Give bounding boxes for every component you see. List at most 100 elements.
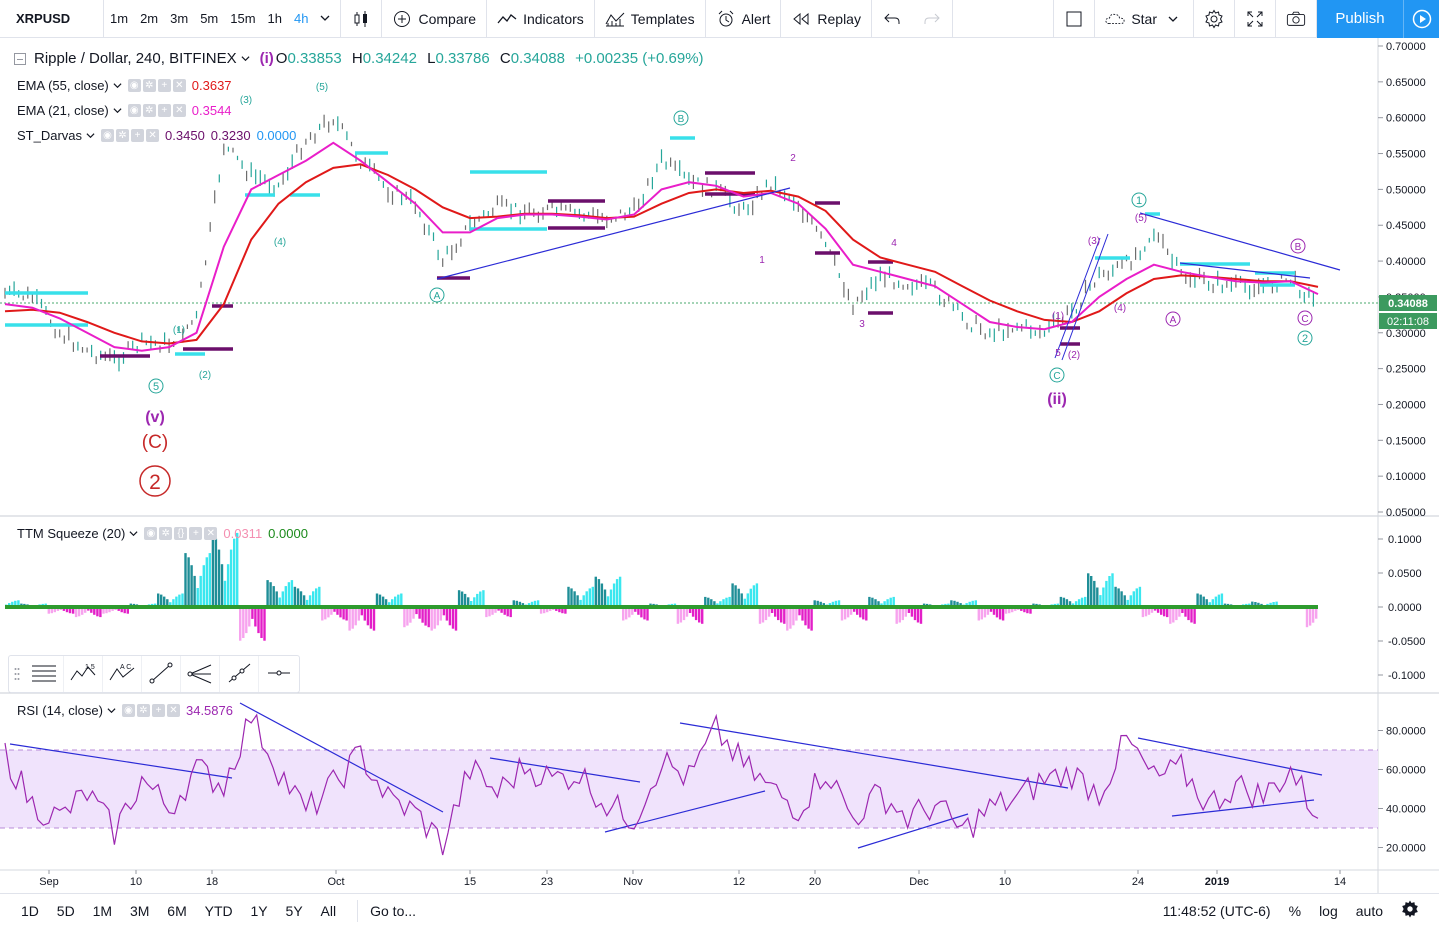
indicators-button[interactable]: Indicators xyxy=(487,0,595,38)
goto-button[interactable]: Go to... xyxy=(357,899,416,922)
price-axis[interactable]: 0.70000 0.65000 0.60000 0.55000 0.50000 0.450… xyxy=(1378,41,1426,519)
pitchfork-tool[interactable] xyxy=(181,656,220,692)
eye-icon[interactable]: ◉ xyxy=(127,79,141,92)
range-1Y[interactable]: 1Y xyxy=(250,902,268,919)
close-icon[interactable]: ✕ xyxy=(166,704,180,717)
ttm-legend[interactable]: TTM Squeeze (20) ◉ ✲{} + ✕ 0.0311 0.0000 xyxy=(17,526,308,541)
wave-label-C-purple[interactable]: C xyxy=(1301,314,1308,325)
wave-label-q4[interactable]: (4) xyxy=(1114,303,1126,314)
wave-label-q2[interactable]: (2) xyxy=(1068,350,1080,361)
rsi-trendline[interactable] xyxy=(1171,799,1315,817)
wave-label-p1[interactable]: (1) xyxy=(173,325,185,336)
trendlines-main[interactable] xyxy=(436,187,1341,361)
wave-label-5[interactable]: 5 xyxy=(153,381,159,393)
wave-labels[interactable]: (v) (C) 2 (ii) 5 A B C 1 2 A B xyxy=(139,82,1313,497)
wave-label-p3[interactable]: (3) xyxy=(240,95,252,106)
fullscreen-button[interactable] xyxy=(1235,0,1276,38)
wave-circle-2-teal[interactable] xyxy=(1297,330,1313,346)
close-icon[interactable]: ✕ xyxy=(172,79,186,92)
wave-label-C[interactable]: (C) xyxy=(142,432,168,453)
trendline[interactable] xyxy=(436,187,791,280)
wave-label-q1[interactable]: (1) xyxy=(1052,311,1064,322)
range-All[interactable]: All xyxy=(320,902,337,919)
rsi-legend[interactable]: RSI (14, close) ◉ ✲ + ✕ 34.5876 xyxy=(17,703,233,718)
templates-button[interactable]: Templates xyxy=(595,0,706,38)
interval-3m[interactable]: 3m xyxy=(170,11,189,26)
time-axis[interactable]: Sep 10 18 Oct 15 23 Nov 12 20 Dec 10 24 2019 14 xyxy=(39,870,1346,888)
gear-icon[interactable]: ✲ xyxy=(116,129,130,142)
undo-button[interactable] xyxy=(872,0,912,38)
wave-circle-1[interactable] xyxy=(1131,192,1147,208)
rsi-trendline[interactable] xyxy=(679,722,1069,789)
wave-label-n5[interactable]: 5 xyxy=(1055,348,1061,359)
trendline[interactable] xyxy=(1054,237,1101,359)
wave-circle-5[interactable] xyxy=(148,378,164,394)
fib-retracement-tool[interactable] xyxy=(25,656,64,692)
close-icon[interactable]: ✕ xyxy=(146,129,160,142)
wave-label-1[interactable]: 1 xyxy=(1136,195,1142,207)
rsi-trendline[interactable] xyxy=(9,743,233,779)
rsi-trendline[interactable] xyxy=(604,790,766,833)
wave-label-n3[interactable]: 3 xyxy=(859,319,865,330)
layout-save-button[interactable]: Star xyxy=(1095,0,1194,38)
interval-1m[interactable]: 1m xyxy=(110,11,129,26)
chart-canvas[interactable]: (v) (C) 2 (ii) 5 A B C 1 2 A B xyxy=(0,38,1439,893)
gear-icon[interactable]: ✲ xyxy=(136,704,150,717)
interval-1h[interactable]: 1h xyxy=(267,11,283,26)
wave-label-A[interactable]: A xyxy=(434,291,441,302)
pair-title[interactable]: Ripple / Dollar, 240, BITFINEX xyxy=(34,50,237,67)
close-icon[interactable]: ✕ xyxy=(204,527,218,540)
plus-icon[interactable]: + xyxy=(157,79,171,92)
interval-5m[interactable]: 5m xyxy=(200,11,219,26)
log-toggle[interactable]: log xyxy=(1319,902,1338,919)
eye-icon[interactable]: ◉ xyxy=(144,527,158,540)
horizontal-line-tool[interactable] xyxy=(259,656,298,692)
rsi-trendline[interactable] xyxy=(857,813,969,849)
chart-type-button[interactable] xyxy=(341,0,383,38)
gear-icon[interactable]: ✲ xyxy=(142,79,156,92)
plus-icon[interactable]: + xyxy=(151,704,165,717)
wave-circle-2-red[interactable] xyxy=(139,465,171,497)
interval-4h[interactable]: 4h xyxy=(294,11,309,26)
wave-circle-A[interactable] xyxy=(429,287,445,303)
plus-icon[interactable]: + xyxy=(189,527,203,540)
wave-label-q3[interactable]: (3) xyxy=(1088,236,1100,247)
wave-circle-B[interactable] xyxy=(673,110,689,126)
wave-label-v[interactable]: (v) xyxy=(145,409,165,426)
wave-label-A-purple[interactable]: A xyxy=(1170,315,1177,326)
compare-button[interactable]: Compare xyxy=(382,0,488,38)
interval-dropdown-chevron-icon[interactable] xyxy=(314,11,336,26)
rsi-axis[interactable]: 80.0000 60.0000 40.0000 20.0000 xyxy=(1378,726,1426,855)
wave-label-B-purple[interactable]: B xyxy=(1295,242,1302,253)
range-1D[interactable]: 1D xyxy=(21,902,39,919)
layout-setup-button[interactable] xyxy=(1053,0,1096,38)
auto-toggle[interactable]: auto xyxy=(1355,902,1383,919)
interval-2m[interactable]: 2m xyxy=(140,11,159,26)
wave-circle-A-purple[interactable] xyxy=(1165,311,1181,327)
redo-button[interactable] xyxy=(912,0,953,38)
wave-circle-C[interactable] xyxy=(1049,367,1065,383)
eye-icon[interactable]: ◉ xyxy=(101,129,115,142)
range-5D[interactable]: 5D xyxy=(56,902,75,919)
wave-label-n1[interactable]: 1 xyxy=(759,255,765,266)
symbol-search[interactable]: XRPUSD xyxy=(0,0,104,38)
wave-label-B[interactable]: B xyxy=(678,114,685,125)
eye-icon[interactable]: ◉ xyxy=(127,104,141,117)
gear-icon[interactable]: ✲ xyxy=(159,527,173,540)
drag-handle-icon[interactable] xyxy=(9,656,25,692)
wave-label-q5[interactable]: (5) xyxy=(1135,213,1147,224)
wave-circle-C-purple[interactable] xyxy=(1297,310,1313,326)
rsi-trendline[interactable] xyxy=(489,757,641,783)
gear-icon[interactable]: ✲ xyxy=(142,104,156,117)
wave-label-ii[interactable]: (ii) xyxy=(1047,391,1067,408)
wave-circle-B-purple[interactable] xyxy=(1290,238,1306,254)
snapshot-button[interactable] xyxy=(1276,0,1317,38)
chart-area[interactable]: (v) (C) 2 (ii) 5 A B C 1 2 A B xyxy=(0,38,1439,893)
trendline[interactable] xyxy=(1061,233,1109,361)
chart-settings-gear-icon[interactable] xyxy=(1401,900,1419,921)
darvas-legend[interactable]: ST_Darvas ◉ ✲ + ✕ 0.3450 0.3230 0.0000 xyxy=(17,128,296,143)
range-6M[interactable]: 6M xyxy=(167,902,187,919)
pair-chevron-down-icon[interactable] xyxy=(241,51,250,66)
elliott-impulse-tool[interactable]: 1 5 xyxy=(64,656,103,692)
wave-label-n4[interactable]: 4 xyxy=(891,238,897,249)
